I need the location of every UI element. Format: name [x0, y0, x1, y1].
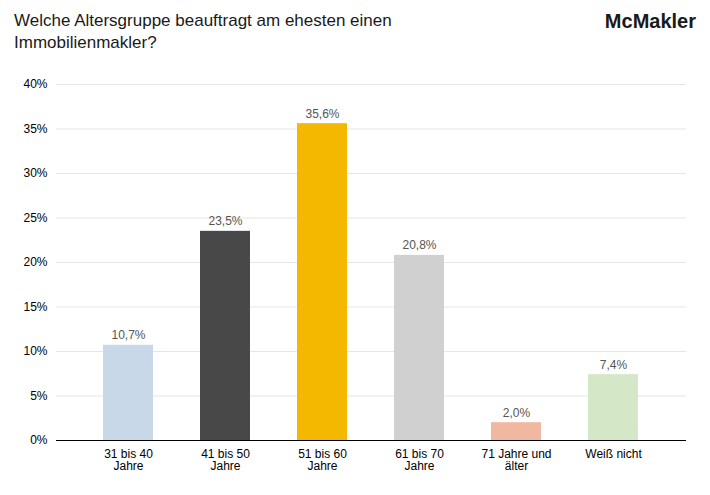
svg-text:71 Jahre undälter: 71 Jahre undälter	[481, 447, 551, 473]
html-text:McMakler: McMakler	[604, 10, 696, 32]
svg-text:35%: 35%	[23, 122, 47, 136]
svg-text:30%: 30%	[23, 167, 47, 181]
svg-text:5%: 5%	[30, 389, 48, 403]
svg-text:40%: 40%	[23, 78, 47, 92]
svg-text:31 bis 40Jahre: 31 bis 40Jahre	[104, 447, 153, 473]
html-text:Welche Altersgruppe beauftragt: Welche Altersgruppe beauftragt am eheste…	[14, 11, 392, 53]
svg-text:51 bis 60Jahre: 51 bis 60Jahre	[298, 447, 347, 473]
svg-text:7,4%: 7,4%	[600, 358, 628, 372]
svg-text:20%: 20%	[23, 256, 47, 270]
svg-text:10%: 10%	[23, 345, 47, 359]
svg-text:15%: 15%	[23, 300, 47, 314]
svg-text:2,0%: 2,0%	[503, 406, 531, 420]
svg-text:25%: 25%	[23, 211, 47, 225]
svg-text:61 bis 70Jahre: 61 bis 70Jahre	[395, 447, 444, 473]
svg-text:41 bis 50Jahre: 41 bis 50Jahre	[201, 447, 250, 473]
svg-text:Weiß nicht: Weiß nicht	[585, 447, 642, 461]
svg-text:10,7%: 10,7%	[111, 328, 145, 342]
svg-text:20,8%: 20,8%	[402, 239, 436, 253]
svg-text:35,6%: 35,6%	[305, 107, 339, 121]
svg-text:23,5%: 23,5%	[208, 215, 242, 229]
svg-text:0%: 0%	[30, 434, 48, 448]
